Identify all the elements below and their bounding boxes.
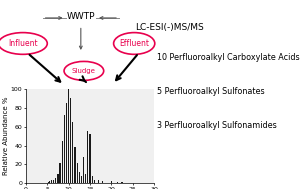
Bar	[53, 180, 54, 183]
Text: Effluent: Effluent	[119, 39, 149, 48]
Bar	[77, 163, 78, 183]
Text: LC-ESI(-)MS/MS: LC-ESI(-)MS/MS	[135, 23, 204, 32]
Bar	[70, 98, 71, 183]
Bar	[85, 174, 86, 183]
Text: 5 Perfluoroalkyl Sulfonates: 5 Perfluoroalkyl Sulfonates	[157, 87, 265, 96]
Bar	[57, 174, 59, 183]
Bar	[98, 180, 99, 183]
Bar	[72, 122, 74, 183]
Y-axis label: Relative Abundance %: Relative Abundance %	[3, 97, 9, 175]
Text: 3 Perfluoroalkyl Sulfonamides: 3 Perfluoroalkyl Sulfonamides	[157, 121, 277, 130]
Bar	[51, 180, 52, 183]
Bar	[89, 134, 91, 183]
Text: Sludge: Sludge	[72, 68, 96, 74]
Bar	[94, 180, 95, 183]
Bar	[92, 176, 93, 183]
Bar	[62, 141, 63, 183]
Bar	[121, 182, 123, 183]
Text: WWTP: WWTP	[66, 12, 95, 21]
Bar	[74, 147, 76, 183]
Bar	[102, 181, 103, 183]
Bar	[49, 181, 50, 183]
Bar	[64, 115, 65, 183]
Bar	[117, 182, 118, 183]
Bar	[111, 181, 112, 183]
Bar	[59, 163, 61, 183]
Bar	[83, 157, 84, 183]
Bar	[81, 176, 82, 183]
Bar	[79, 172, 80, 183]
Bar	[68, 89, 69, 183]
Text: Influent: Influent	[8, 39, 38, 48]
Text: 10 Perfluoroalkyl Carboxylate Acids: 10 Perfluoroalkyl Carboxylate Acids	[157, 53, 300, 62]
Bar	[48, 182, 49, 183]
Bar	[87, 131, 88, 183]
Bar	[66, 103, 67, 183]
Bar	[55, 178, 56, 183]
